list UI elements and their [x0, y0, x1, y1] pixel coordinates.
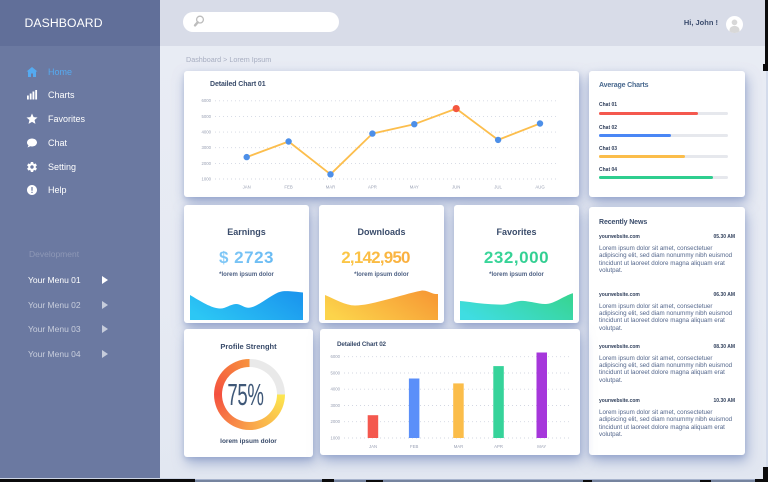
svg-text:FEB: FEB — [284, 185, 292, 190]
svg-text:2000: 2000 — [201, 161, 211, 166]
svg-text:APR: APR — [368, 185, 377, 190]
svg-text:4000: 4000 — [330, 387, 340, 392]
svg-text:6000: 6000 — [201, 98, 211, 103]
svg-text:AUG: AUG — [535, 185, 545, 190]
svg-text:JUN: JUN — [452, 185, 460, 190]
svg-text:MAR: MAR — [454, 444, 464, 449]
svg-text:FEB: FEB — [410, 444, 418, 449]
svg-text:1000: 1000 — [201, 176, 211, 181]
svg-text:APR: APR — [494, 444, 503, 449]
svg-text:JUL: JUL — [494, 185, 502, 190]
svg-text:JAN: JAN — [243, 185, 251, 190]
svg-text:5000: 5000 — [201, 114, 211, 119]
svg-text:2000: 2000 — [330, 419, 340, 424]
svg-text:1000: 1000 — [330, 435, 340, 440]
svg-text:6000: 6000 — [330, 354, 340, 359]
svg-text:3000: 3000 — [201, 145, 211, 150]
svg-text:JAN: JAN — [369, 444, 377, 449]
svg-text:MAY: MAY — [537, 444, 546, 449]
svg-text:MAY: MAY — [410, 185, 419, 190]
svg-text:3000: 3000 — [330, 403, 340, 408]
svg-text:MAR: MAR — [326, 185, 336, 190]
svg-text:5000: 5000 — [330, 370, 340, 375]
svg-text:4000: 4000 — [201, 130, 211, 135]
